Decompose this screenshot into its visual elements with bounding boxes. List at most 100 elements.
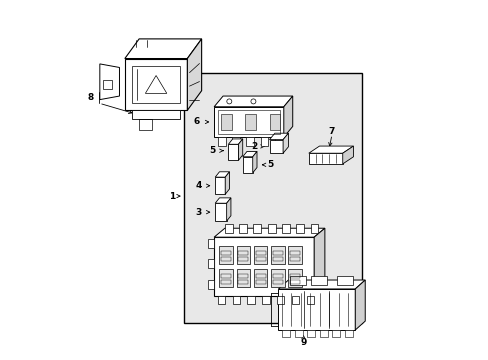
Bar bbox=[221, 280, 231, 284]
Bar bbox=[132, 111, 180, 119]
Bar bbox=[255, 274, 265, 278]
Bar bbox=[207, 239, 214, 248]
Bar bbox=[289, 251, 299, 255]
Bar bbox=[270, 246, 284, 264]
Bar bbox=[289, 276, 305, 285]
Bar bbox=[221, 257, 231, 261]
Polygon shape bbox=[278, 280, 365, 289]
Polygon shape bbox=[214, 228, 324, 237]
Bar bbox=[255, 257, 265, 261]
Bar bbox=[103, 80, 112, 89]
Bar bbox=[310, 224, 318, 233]
Bar bbox=[306, 330, 315, 337]
Polygon shape bbox=[342, 146, 353, 164]
Bar bbox=[221, 114, 231, 130]
Bar bbox=[269, 114, 280, 130]
Bar bbox=[236, 246, 250, 264]
Bar bbox=[344, 330, 352, 337]
Polygon shape bbox=[308, 146, 353, 153]
Bar bbox=[217, 296, 224, 304]
Polygon shape bbox=[283, 133, 288, 153]
Bar bbox=[255, 280, 265, 284]
Bar bbox=[232, 296, 239, 304]
Bar bbox=[221, 251, 231, 255]
Polygon shape bbox=[269, 133, 288, 140]
Bar bbox=[245, 114, 256, 130]
Text: 7: 7 bbox=[328, 127, 334, 136]
Text: 9: 9 bbox=[300, 338, 306, 347]
Bar bbox=[253, 269, 267, 287]
Bar bbox=[246, 137, 254, 146]
Polygon shape bbox=[124, 39, 201, 59]
Text: 1: 1 bbox=[168, 192, 175, 201]
Polygon shape bbox=[214, 96, 292, 107]
Bar bbox=[306, 296, 313, 304]
Bar bbox=[296, 224, 304, 233]
Text: 5: 5 bbox=[209, 146, 216, 155]
Polygon shape bbox=[308, 153, 342, 164]
Bar bbox=[139, 118, 151, 130]
Bar bbox=[331, 330, 340, 337]
Bar bbox=[238, 251, 248, 255]
Polygon shape bbox=[124, 59, 187, 111]
Text: 5: 5 bbox=[267, 160, 273, 169]
Polygon shape bbox=[100, 64, 119, 100]
Bar bbox=[294, 330, 302, 337]
Bar bbox=[132, 66, 180, 103]
Bar bbox=[336, 276, 352, 285]
Polygon shape bbox=[214, 107, 283, 137]
Polygon shape bbox=[215, 203, 226, 221]
Bar bbox=[311, 276, 327, 285]
Bar bbox=[272, 257, 282, 261]
Polygon shape bbox=[215, 172, 229, 177]
Bar bbox=[219, 246, 233, 264]
Bar bbox=[287, 246, 301, 264]
Bar bbox=[207, 260, 214, 269]
Bar bbox=[274, 137, 282, 146]
Bar bbox=[238, 280, 248, 284]
Bar bbox=[289, 274, 299, 278]
Text: 8: 8 bbox=[87, 93, 94, 102]
Bar bbox=[253, 246, 267, 264]
Bar bbox=[287, 269, 301, 287]
Text: 2: 2 bbox=[251, 142, 257, 151]
Polygon shape bbox=[313, 228, 324, 296]
Polygon shape bbox=[228, 139, 242, 144]
Polygon shape bbox=[252, 152, 257, 173]
Bar bbox=[238, 257, 248, 261]
Bar bbox=[282, 330, 290, 337]
Bar bbox=[253, 224, 261, 233]
Bar bbox=[238, 274, 248, 278]
Polygon shape bbox=[283, 96, 292, 137]
Text: 6: 6 bbox=[194, 117, 200, 126]
Bar bbox=[221, 274, 231, 278]
Bar bbox=[270, 269, 284, 287]
Bar bbox=[260, 137, 268, 146]
Bar bbox=[272, 274, 282, 278]
Polygon shape bbox=[215, 198, 230, 203]
Bar bbox=[277, 296, 284, 304]
Polygon shape bbox=[354, 280, 365, 330]
Polygon shape bbox=[278, 289, 354, 330]
Bar bbox=[236, 269, 250, 287]
Bar bbox=[255, 251, 265, 255]
Polygon shape bbox=[238, 139, 242, 160]
Bar bbox=[282, 224, 289, 233]
Polygon shape bbox=[242, 157, 252, 173]
Polygon shape bbox=[214, 237, 313, 296]
Text: 3: 3 bbox=[195, 208, 201, 217]
Polygon shape bbox=[269, 140, 283, 153]
Bar bbox=[267, 224, 275, 233]
Bar bbox=[239, 224, 246, 233]
Bar bbox=[231, 137, 240, 146]
Bar bbox=[289, 257, 299, 261]
Bar bbox=[319, 330, 327, 337]
Polygon shape bbox=[187, 39, 201, 111]
Bar bbox=[272, 280, 282, 284]
Bar bbox=[262, 296, 269, 304]
Polygon shape bbox=[228, 144, 238, 160]
Polygon shape bbox=[226, 198, 230, 221]
Polygon shape bbox=[215, 177, 225, 194]
Bar bbox=[183, 73, 362, 323]
Bar bbox=[219, 269, 233, 287]
